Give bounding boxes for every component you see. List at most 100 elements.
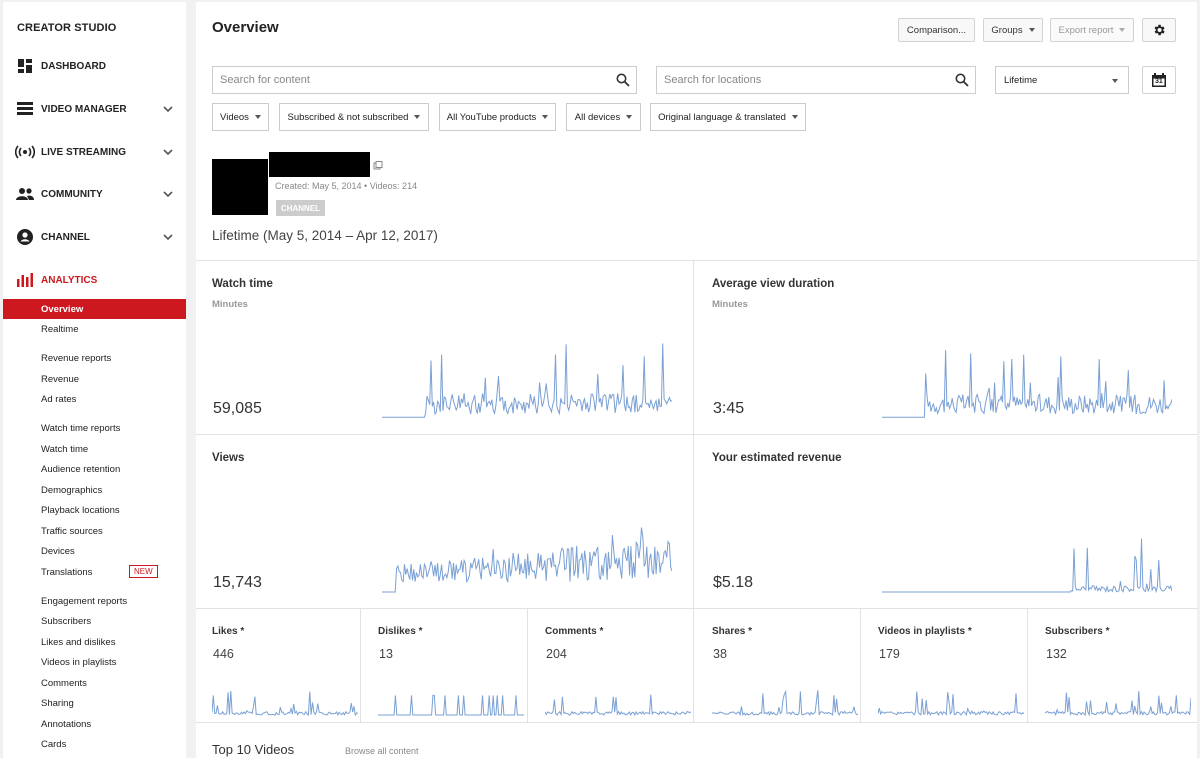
sidebar-item-label: Cards (41, 738, 67, 750)
nav-live-streaming[interactable]: LIVE STREAMING (3, 140, 186, 164)
sidebar-item-translations[interactable]: Translations NEW (3, 562, 186, 582)
sidebar-item-realtime[interactable]: Realtime (3, 319, 186, 339)
card-title: Your estimated revenue (712, 452, 842, 464)
nav-label: VIDEO MANAGER (41, 103, 127, 115)
shares-sparkline (712, 689, 858, 716)
sidebar-item-cards[interactable]: Cards (3, 734, 186, 754)
channel-badge: CHANNEL (276, 200, 325, 216)
sidebar-item-devices[interactable]: Devices (3, 541, 186, 561)
nav-dashboard[interactable]: DASHBOARD (3, 54, 186, 78)
sparkline-path (882, 350, 1172, 418)
sidebar-item-watch-time[interactable]: Watch time (3, 439, 186, 459)
sidebar-item-comments[interactable]: Comments (3, 673, 186, 693)
sidebar-item-traffic-sources[interactable]: Traffic sources (3, 521, 186, 541)
sidebar-item-label: Realtime (41, 323, 79, 335)
sidebar-item-audience-retention[interactable]: Audience retention (3, 459, 186, 479)
filter-products[interactable]: All YouTube products (439, 103, 556, 131)
sidebar-item-demographics[interactable]: Demographics (3, 480, 186, 500)
divider (196, 722, 1197, 723)
mini-value: 132 (1046, 647, 1067, 661)
filter-videos[interactable]: Videos (212, 103, 269, 131)
sidebar-item-label: Comments (41, 677, 87, 689)
nav-label: ANALYTICS (41, 274, 98, 286)
sidebar-item-overview[interactable]: Overview (3, 299, 186, 319)
filter-language[interactable]: Original language & translated (650, 103, 806, 131)
sidebar-item-label: Subscribers (41, 615, 92, 627)
comparison-button[interactable]: Comparison... (898, 18, 975, 42)
mini-value: 13 (379, 647, 393, 661)
channel-avatar[interactable] (212, 159, 268, 215)
sidebar-item-watch-time-reports[interactable]: Watch time reports (3, 418, 186, 438)
nav-community[interactable]: COMMUNITY (3, 182, 186, 206)
scrollbar[interactable] (1197, 0, 1200, 758)
sidebar-item-videos-in-playlists[interactable]: Videos in playlists (3, 652, 186, 672)
sidebar-item-label: Devices (41, 545, 75, 557)
sidebar-item-sharing[interactable]: Sharing (3, 693, 186, 713)
external-link-icon[interactable] (373, 161, 383, 171)
channel-name-redacted (269, 152, 370, 177)
sparkline-path (382, 343, 672, 418)
divider (360, 608, 361, 722)
card-value: 3:45 (713, 400, 745, 417)
watch-time-sparkline (382, 343, 672, 418)
period-value: Lifetime (1004, 75, 1038, 86)
avg-view-duration-sparkline (882, 350, 1172, 418)
browse-all-link[interactable]: Browse all content (345, 746, 419, 756)
chevron-down-icon[interactable] (162, 231, 174, 243)
chevron-down-icon[interactable] (162, 103, 174, 115)
chevron-down-icon (791, 115, 798, 119)
sidebar-item-revenue[interactable]: Revenue (3, 369, 186, 389)
sidebar-item-playback-locations[interactable]: Playback locations (3, 500, 186, 520)
filter-subscription[interactable]: Subscribed & not subscribed (279, 103, 429, 131)
sidebar-item-label: Videos in playlists (41, 656, 117, 668)
brand-title[interactable]: CREATOR STUDIO (17, 22, 117, 34)
dislikes-sparkline (378, 694, 524, 716)
filter-label: All devices (574, 111, 621, 123)
search-icon[interactable] (616, 73, 630, 87)
sidebar-item-engagement-reports[interactable]: Engagement reports (3, 591, 186, 611)
sidebar-item-label: Watch time (41, 443, 89, 455)
nav-analytics[interactable]: ANALYTICS (3, 268, 186, 292)
content-search-input[interactable]: Search for content (212, 66, 637, 94)
divider (196, 608, 1197, 609)
settings-button[interactable] (1142, 18, 1176, 42)
subscribers-sparkline (1045, 691, 1191, 716)
sidebar-item-likes-dislikes[interactable]: Likes and dislikes (3, 632, 186, 652)
mini-title: Subscribers * (1045, 626, 1110, 637)
channel-meta: Created: May 5, 2014 • Videos: 214 (275, 181, 418, 191)
chevron-down-icon[interactable] (162, 146, 174, 158)
sidebar-item-ad-rates[interactable]: Ad rates (3, 389, 186, 409)
filter-label: Original language & translated (658, 111, 786, 123)
export-label: Export report (1058, 24, 1114, 36)
sidebar-item-revenue-reports[interactable]: Revenue reports (3, 348, 186, 368)
filter-label: Videos (220, 111, 249, 123)
filter-devices[interactable]: All devices (566, 103, 641, 131)
sidebar-item-label: Likes and dislikes (41, 636, 116, 648)
divider (860, 608, 861, 722)
analytics-icon (15, 272, 35, 288)
nav-video-manager[interactable]: VIDEO MANAGER (3, 97, 186, 121)
sparkline-path (882, 538, 1172, 593)
chevron-down-icon (1119, 28, 1126, 32)
sidebar-item-label: Playback locations (41, 504, 120, 516)
sidebar-item-label: Revenue reports (41, 352, 112, 364)
sidebar-item-label: Watch time reports (41, 422, 121, 434)
groups-button[interactable]: Groups (983, 18, 1043, 42)
sparkline-path (545, 694, 691, 716)
sidebar-item-label: Demographics (41, 484, 103, 496)
location-search-input[interactable]: Search for locations (656, 66, 976, 94)
video-manager-icon (15, 101, 35, 117)
sidebar-item-annotations[interactable]: Annotations (3, 714, 186, 734)
sidebar-item-subscribers[interactable]: Subscribers (3, 611, 186, 631)
chevron-down-icon (1028, 28, 1035, 32)
chevron-down-icon[interactable] (162, 188, 174, 200)
nav-channel[interactable]: CHANNEL (3, 225, 186, 249)
calendar-button[interactable]: 31 (1142, 66, 1176, 94)
search-icon[interactable] (955, 73, 969, 87)
sparkline-path (378, 694, 524, 716)
export-report-button[interactable]: Export report (1050, 18, 1134, 42)
sidebar-item-label: Revenue (41, 373, 80, 385)
period-select[interactable]: Lifetime (995, 66, 1129, 94)
sidebar-item-label: Sharing (41, 697, 74, 709)
